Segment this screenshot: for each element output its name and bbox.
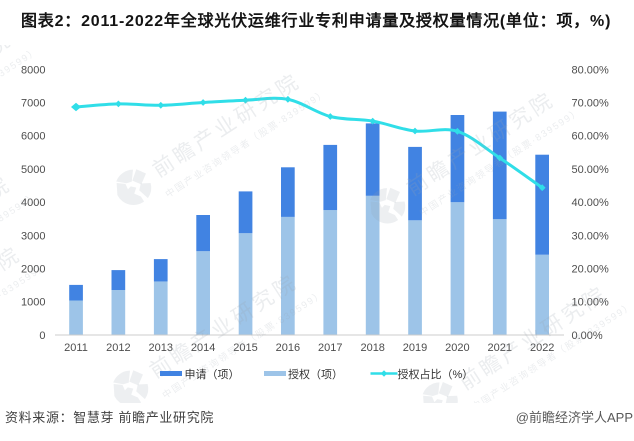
svg-text:2012: 2012 (106, 342, 130, 354)
svg-text:2011: 2011 (64, 342, 88, 354)
svg-text:80.00%: 80.00% (572, 64, 610, 76)
svg-text:0: 0 (39, 330, 45, 342)
svg-text:1000: 1000 (21, 297, 45, 309)
svg-text:2000: 2000 (21, 264, 45, 276)
svg-text:2013: 2013 (149, 342, 173, 354)
svg-text:3000: 3000 (21, 230, 45, 242)
svg-text:6000: 6000 (21, 131, 45, 143)
svg-text:30.00%: 30.00% (572, 230, 610, 242)
svg-text:授权占比（%）: 授权占比（%） (398, 367, 474, 381)
svg-text:60.00%: 60.00% (572, 131, 610, 143)
svg-text:10.00%: 10.00% (572, 297, 610, 309)
svg-text:2020: 2020 (445, 342, 469, 354)
svg-text:2021: 2021 (488, 342, 512, 354)
svg-text:50.00%: 50.00% (572, 164, 610, 176)
svg-text:5000: 5000 (21, 164, 45, 176)
svg-text:7000: 7000 (21, 98, 45, 110)
svg-text:申请（项）: 申请（项） (185, 368, 240, 381)
svg-text:2022: 2022 (530, 342, 554, 354)
svg-text:20.00%: 20.00% (572, 264, 610, 276)
svg-text:4000: 4000 (21, 197, 45, 209)
svg-text:2019: 2019 (403, 342, 427, 354)
svg-text:资料来源：智慧芽 前瞻产业研究院: 资料来源：智慧芽 前瞻产业研究院 (5, 410, 214, 425)
svg-text:2015: 2015 (233, 342, 257, 354)
svg-text:2017: 2017 (318, 342, 342, 354)
svg-text:8000: 8000 (21, 64, 45, 76)
svg-text:2016: 2016 (276, 342, 300, 354)
svg-text:授权（项）: 授权（项） (288, 367, 343, 381)
svg-text:40.00%: 40.00% (572, 197, 610, 209)
svg-text:0.00%: 0.00% (572, 330, 603, 342)
svg-text:70.00%: 70.00% (572, 98, 610, 110)
svg-text:图表2：2011-2022年全球光伏运维行业专利申请量及授权: 图表2：2011-2022年全球光伏运维行业专利申请量及授权量情况(单位：项，%… (21, 11, 611, 30)
svg-text:2014: 2014 (191, 342, 215, 354)
svg-text:2018: 2018 (360, 342, 384, 354)
svg-text:@前瞻经济学人APP: @前瞻经济学人APP (516, 410, 633, 425)
